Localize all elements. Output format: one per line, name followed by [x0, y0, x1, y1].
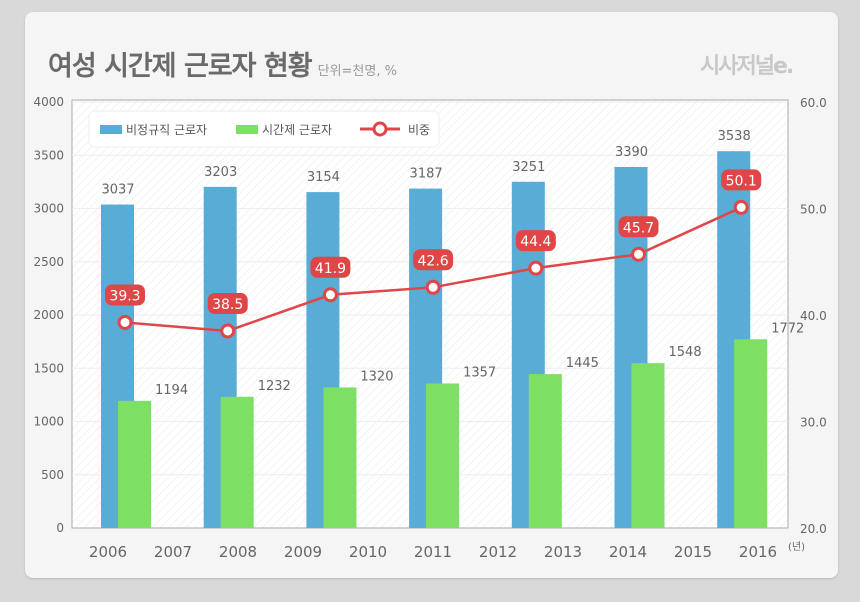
ratio-point — [220, 323, 236, 339]
y2-tick-label: 60.0 — [800, 96, 827, 110]
legend: 비정규직 근로자 시간제 근로자 비중 — [88, 110, 440, 148]
bar-label-irregular: 3203 — [204, 165, 237, 180]
bar-label-irregular: 3538 — [718, 129, 751, 144]
ratio-label-bubble — [105, 284, 145, 306]
bar-label-parttime: 1320 — [360, 369, 393, 384]
y-tick-label: 3000 — [33, 202, 64, 216]
bar-label-parttime: 1232 — [258, 379, 291, 394]
y2-tick-label: 30.0 — [800, 416, 827, 430]
bar-parttime — [323, 387, 357, 528]
bar-parttime — [734, 339, 768, 528]
bar-label-irregular: 3251 — [512, 160, 545, 175]
x-tick-label: 2013 — [544, 543, 582, 561]
y2-tick-label: 40.0 — [800, 309, 827, 323]
ratio-point — [117, 314, 133, 330]
legend-label-parttime: 시간제 근로자 — [262, 123, 332, 137]
bar-parttime — [631, 363, 665, 528]
ratio-label: 44.4 — [520, 234, 551, 250]
x-tick-label: 2011 — [414, 543, 452, 561]
x-tick-label: 2006 — [89, 543, 127, 561]
ratio-point — [528, 260, 544, 276]
bar-label-parttime: 1357 — [463, 365, 496, 380]
x-tick-label: 2012 — [479, 543, 517, 561]
y-tick-label: 2000 — [33, 308, 64, 322]
bar-label-irregular: 3154 — [307, 170, 340, 185]
ratio-label: 50.1 — [726, 173, 757, 189]
bar-parttime — [528, 374, 562, 528]
bar-label-irregular: 3037 — [101, 183, 134, 198]
legend-label-ratio: 비중 — [408, 123, 430, 137]
ratio-label-bubble — [310, 256, 351, 278]
ratio-label: 38.5 — [212, 297, 243, 313]
ratio-point — [631, 246, 646, 262]
bar-label-parttime: 1194 — [155, 383, 188, 398]
ratio-label: 45.7 — [623, 220, 654, 236]
ratio-label-bubble — [413, 249, 454, 271]
ratio-label: 41.9 — [315, 261, 346, 277]
bar-label-parttime: 1445 — [566, 356, 599, 371]
bar-parttime — [220, 396, 254, 528]
bar-parttime — [118, 400, 151, 528]
ratio-point — [733, 199, 749, 215]
ratio-label-bubble — [618, 216, 659, 238]
legend-label-irregular: 비정규직 근로자 — [126, 123, 207, 137]
x-tick-label: 2016 — [739, 543, 777, 561]
y-tick-label: 1500 — [33, 361, 64, 375]
ratio-point — [425, 279, 441, 295]
logo: 시사저널e. — [700, 54, 794, 79]
ratio-label: 42.6 — [418, 253, 449, 269]
ratio-label-bubble — [207, 292, 248, 314]
unit-label: 단위=천명, % — [317, 64, 397, 79]
bar-label-parttime: 1548 — [669, 345, 702, 360]
bar-label-irregular: 3390 — [615, 145, 648, 160]
x-tick-label: 2009 — [284, 543, 322, 561]
bar-label-parttime: 1772 — [771, 321, 804, 336]
y-tick-label: 500 — [41, 468, 64, 482]
legend-marker-ratio — [372, 121, 388, 137]
y-tick-label: 4000 — [33, 95, 64, 109]
chart-title: 여성 시간제 근로자 현황 단위=천명, % — [48, 44, 397, 83]
title-text: 여성 시간제 근로자 현황 — [48, 51, 313, 82]
x-tick-label: 2015 — [674, 543, 712, 561]
x-tick-label: 2007 — [154, 543, 192, 561]
ratio-label-bubble — [721, 169, 762, 191]
legend-swatch-irregular — [100, 125, 122, 134]
y-tick-label: 2500 — [33, 255, 64, 269]
x-tick-label: 2010 — [349, 543, 387, 561]
bar-parttime — [426, 383, 460, 528]
y2-tick-label: 20.0 — [800, 522, 827, 536]
ratio-point — [322, 287, 338, 303]
y-tick-label: 0 — [56, 521, 64, 535]
ratio-label: 39.3 — [109, 288, 140, 304]
y2-tick-label: 50.0 — [800, 203, 827, 217]
y-tick-label: 3500 — [33, 148, 64, 162]
bar-label-irregular: 3187 — [410, 167, 443, 182]
legend-swatch-parttime — [236, 125, 258, 134]
x-unit-label: (년) — [788, 541, 805, 553]
x-tick-label: 2008 — [219, 543, 257, 561]
y-tick-label: 1000 — [33, 415, 64, 429]
ratio-label-bubble — [515, 230, 556, 252]
x-tick-label: 2014 — [609, 543, 647, 561]
